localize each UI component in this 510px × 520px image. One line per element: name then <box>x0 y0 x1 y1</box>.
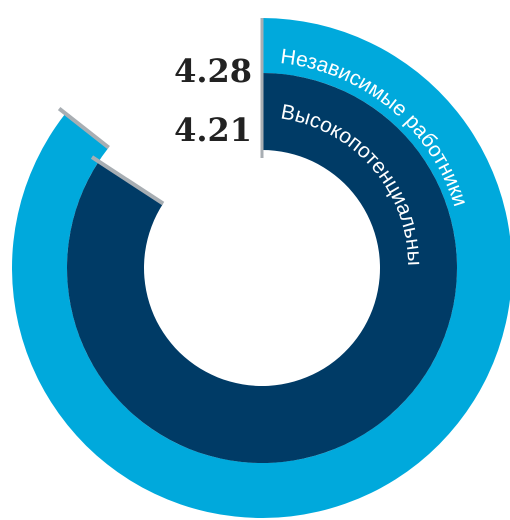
outer-ring-end-tick <box>57 107 110 150</box>
inner-ring-end-tick <box>90 155 165 206</box>
inner-value-label: 4.21 <box>174 111 252 149</box>
inner-ring-bar-high-potential <box>66 73 457 463</box>
outer-value-label: 4.28 <box>174 52 252 90</box>
